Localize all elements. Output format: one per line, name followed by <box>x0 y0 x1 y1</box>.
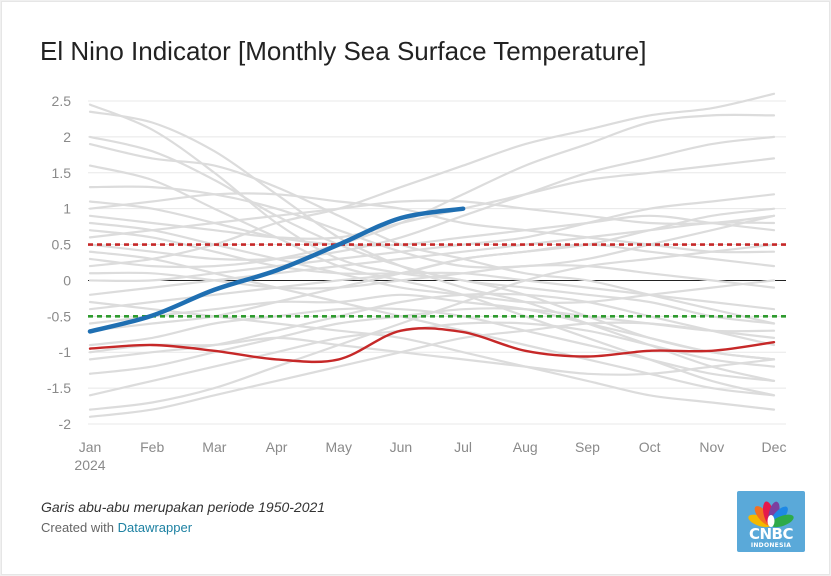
y-tick-label: 0 <box>63 272 71 288</box>
gridlines <box>88 100 786 425</box>
historical-line <box>88 321 776 397</box>
credit-line: Created with Datawrapper <box>41 520 192 535</box>
cnbc-logo: CNBC INDONESIA <box>737 491 805 552</box>
y-tick-label: -1 <box>59 344 72 360</box>
x-tick-label: Mar <box>202 439 226 455</box>
historical-line <box>88 192 776 254</box>
peacock-icon <box>748 501 794 528</box>
historical-line <box>88 199 776 239</box>
highlight-series <box>87 206 776 364</box>
historical-line <box>88 113 776 269</box>
y-tick-label: -0.5 <box>47 308 71 324</box>
x-tick-label: Jan <box>79 439 102 455</box>
historical-line <box>88 264 776 290</box>
historical-series <box>88 92 776 418</box>
x-tick-label: Jul <box>454 439 472 455</box>
historical-line <box>88 321 776 418</box>
x-tick-label: Oct <box>639 439 661 455</box>
y-tick-label: -1.5 <box>47 380 71 396</box>
credit-prefix: Created with <box>41 520 114 535</box>
x-tick-label: Nov <box>699 439 724 455</box>
series-2024-line <box>87 206 466 334</box>
footnote: Garis abu-abu merupakan periode 1950-202… <box>41 499 326 515</box>
historical-line <box>88 193 776 283</box>
x-tick-label: Dec <box>762 439 787 455</box>
historical-line <box>88 200 776 247</box>
historical-line <box>88 135 776 325</box>
historical-line <box>88 250 776 397</box>
historical-line <box>88 336 776 376</box>
y-tick-label: -2 <box>59 416 72 432</box>
x-tick-label: Aug <box>513 439 538 455</box>
logo-brand-text: CNBC <box>748 525 794 543</box>
x-tick-label: Feb <box>140 439 164 455</box>
axis-labels: 2.5 2 1.5 1 0.5 0 -0.5 -1 -1.5 -2 Jan Feb Mar Apr May J… <box>47 93 787 473</box>
x-tick-label: May <box>326 439 352 455</box>
x-tick-label: Jun <box>390 439 413 455</box>
logo-sub-text: INDONESIA <box>750 542 792 549</box>
x-tick-label: Apr <box>266 439 288 455</box>
historical-line <box>88 221 776 296</box>
datawrapper-link[interactable]: Datawrapper <box>117 520 193 535</box>
y-tick-label: 2.5 <box>52 93 72 109</box>
y-tick-label: 1 <box>63 201 71 217</box>
historical-line <box>88 221 776 304</box>
x-tick-label: Sep <box>575 439 600 455</box>
y-tick-label: 2 <box>63 129 71 145</box>
historical-line <box>88 157 776 240</box>
historical-line <box>88 135 776 261</box>
historical-line <box>88 229 776 311</box>
series-highlight-line <box>88 327 776 364</box>
y-tick-label: 1.5 <box>52 165 72 181</box>
historical-line <box>88 307 776 382</box>
x-year-label: 2024 <box>74 457 105 473</box>
y-tick-label: 0.5 <box>52 237 72 253</box>
chart-title: El Nino Indicator [Monthly Sea Surface T… <box>40 36 647 66</box>
